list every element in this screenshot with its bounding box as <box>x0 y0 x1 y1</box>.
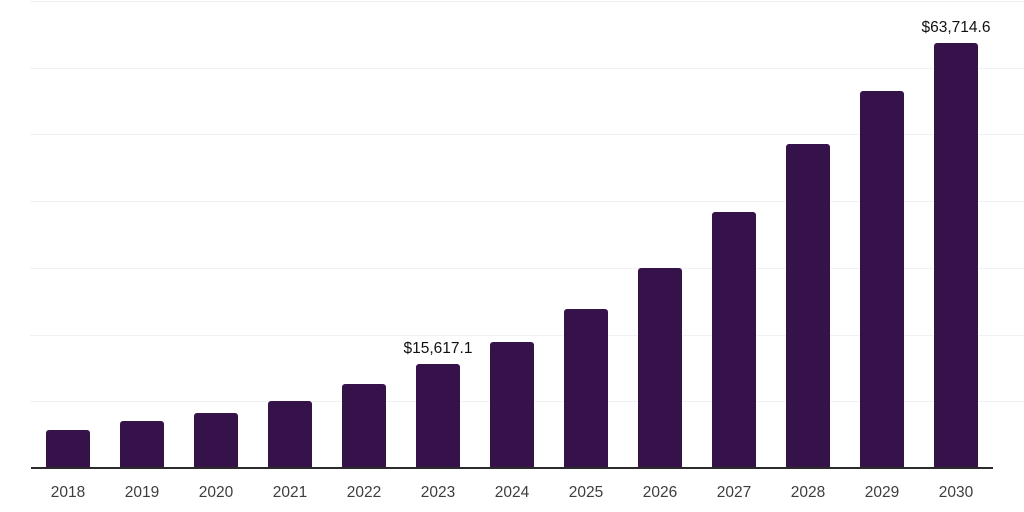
bar-2022 <box>342 384 386 468</box>
bar-2024 <box>490 342 534 468</box>
gridline-30000 <box>30 267 1024 269</box>
x-tick-label-2022: 2022 <box>346 484 382 501</box>
x-tick-label-2025: 2025 <box>568 484 604 501</box>
x-axis-line <box>31 467 993 469</box>
bars-container <box>31 1 993 468</box>
data-label-2030: $63,714.6 <box>921 19 991 36</box>
bar-2025 <box>564 309 608 468</box>
x-tick-label-2026: 2026 <box>642 484 678 501</box>
x-tick-label-2023: 2023 <box>420 484 456 501</box>
bar-2026 <box>638 268 682 468</box>
bar-2028 <box>786 144 830 468</box>
x-tick-label-2024: 2024 <box>494 484 530 501</box>
x-tick-label-2028: 2028 <box>790 484 826 501</box>
gridline-40000 <box>30 201 1024 203</box>
bar-2030 <box>934 43 978 468</box>
x-tick-label-2018: 2018 <box>50 484 86 501</box>
bar-2021 <box>268 401 312 468</box>
bar-2019 <box>120 421 164 468</box>
x-tick-label-2020: 2020 <box>198 484 234 501</box>
bar-2023 <box>416 364 460 468</box>
x-tick-label-2027: 2027 <box>716 484 752 501</box>
gridline-60000 <box>30 67 1024 69</box>
gridline-50000 <box>30 134 1024 136</box>
bar-2018 <box>46 430 90 468</box>
bar-2029 <box>860 91 904 468</box>
bar-2027 <box>712 212 756 468</box>
bar-2020 <box>194 413 238 468</box>
x-tick-label-2029: 2029 <box>864 484 900 501</box>
gridline-70000 <box>30 1 1024 2</box>
gridline-20000 <box>30 334 1024 336</box>
x-tick-label-2030: 2030 <box>938 484 974 501</box>
x-tick-label-2019: 2019 <box>124 484 160 501</box>
x-tick-label-2021: 2021 <box>272 484 308 501</box>
data-label-2023: $15,617.1 <box>403 340 473 357</box>
